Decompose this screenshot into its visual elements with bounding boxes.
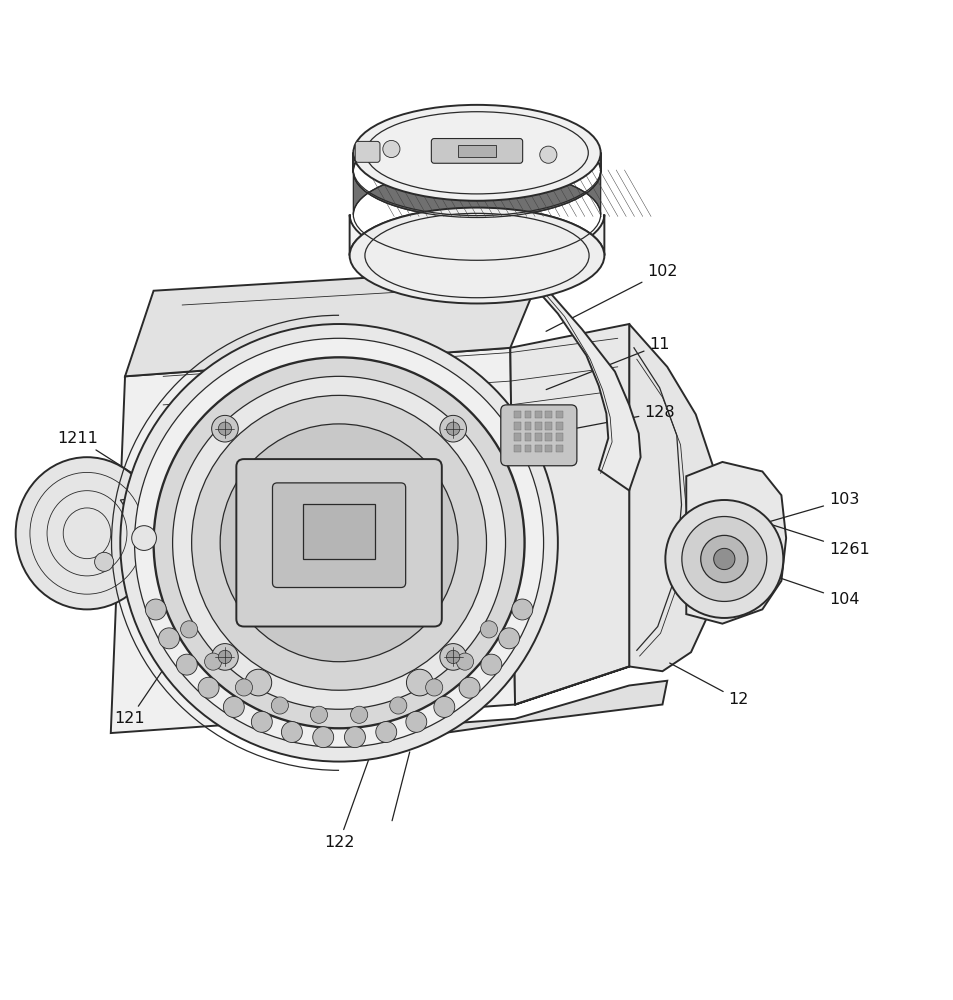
Circle shape (439, 415, 466, 442)
Circle shape (512, 599, 532, 620)
Circle shape (480, 654, 501, 675)
Ellipse shape (192, 395, 486, 690)
Circle shape (158, 628, 179, 649)
Circle shape (405, 711, 426, 732)
Text: 103: 103 (715, 492, 859, 537)
Circle shape (425, 679, 442, 696)
Circle shape (313, 727, 334, 748)
Circle shape (681, 517, 766, 601)
Circle shape (235, 679, 253, 696)
Text: 1211: 1211 (57, 431, 172, 499)
Polygon shape (111, 348, 515, 733)
Bar (545, 411, 552, 418)
Circle shape (344, 727, 365, 748)
FancyBboxPatch shape (431, 139, 522, 163)
Polygon shape (510, 324, 629, 705)
Bar (545, 433, 552, 441)
Circle shape (375, 722, 396, 742)
Circle shape (390, 697, 406, 714)
Circle shape (180, 621, 197, 638)
Text: 12: 12 (669, 663, 748, 707)
Bar (457, 145, 496, 157)
Polygon shape (529, 246, 639, 490)
FancyBboxPatch shape (500, 405, 577, 466)
Bar (535, 411, 541, 418)
Polygon shape (515, 324, 719, 705)
Bar (524, 422, 531, 430)
Text: 1261: 1261 (726, 510, 869, 557)
Ellipse shape (172, 376, 505, 709)
Circle shape (176, 654, 197, 675)
FancyBboxPatch shape (273, 483, 405, 588)
Bar (545, 422, 552, 430)
Circle shape (218, 422, 232, 435)
Ellipse shape (120, 324, 558, 762)
Ellipse shape (220, 424, 457, 662)
Ellipse shape (153, 357, 524, 728)
Circle shape (713, 548, 734, 570)
Bar (524, 445, 531, 452)
Polygon shape (376, 681, 666, 743)
Polygon shape (349, 208, 604, 263)
Text: 121: 121 (114, 609, 204, 726)
Bar (545, 445, 552, 452)
Text: 102: 102 (545, 264, 677, 331)
Circle shape (94, 552, 113, 571)
Ellipse shape (349, 208, 604, 303)
Bar (556, 422, 562, 430)
Circle shape (446, 650, 459, 664)
FancyBboxPatch shape (355, 141, 379, 162)
Circle shape (458, 677, 479, 698)
Bar (535, 422, 541, 430)
Ellipse shape (15, 457, 158, 609)
Ellipse shape (353, 105, 600, 201)
Circle shape (700, 535, 747, 583)
Bar (524, 433, 531, 441)
Circle shape (539, 146, 557, 163)
Circle shape (245, 669, 272, 696)
Circle shape (351, 706, 367, 723)
Circle shape (382, 140, 399, 158)
Bar (556, 445, 562, 452)
FancyBboxPatch shape (236, 459, 441, 627)
Circle shape (145, 599, 166, 620)
Bar (556, 411, 562, 418)
Bar (535, 445, 541, 452)
Circle shape (406, 669, 433, 696)
Bar (514, 411, 520, 418)
Circle shape (218, 650, 232, 664)
Circle shape (456, 653, 473, 670)
Circle shape (198, 677, 219, 698)
Text: 122: 122 (323, 752, 371, 850)
Bar (303, 504, 375, 559)
Bar (524, 411, 531, 418)
Circle shape (223, 696, 244, 717)
Circle shape (498, 628, 519, 649)
Circle shape (271, 697, 288, 714)
Polygon shape (125, 267, 543, 376)
Polygon shape (353, 169, 600, 217)
Circle shape (664, 500, 782, 618)
Circle shape (212, 644, 238, 670)
Circle shape (212, 415, 238, 442)
Bar (514, 445, 520, 452)
Text: 11: 11 (546, 337, 669, 390)
Circle shape (251, 711, 272, 732)
Polygon shape (685, 462, 785, 624)
Bar (514, 433, 520, 441)
Bar (535, 433, 541, 441)
Circle shape (310, 706, 327, 723)
Circle shape (439, 644, 466, 670)
Circle shape (132, 526, 156, 550)
Circle shape (446, 422, 459, 435)
Circle shape (204, 653, 221, 670)
Bar (514, 422, 520, 430)
Circle shape (480, 621, 497, 638)
Circle shape (434, 696, 455, 717)
Text: 104: 104 (726, 560, 859, 607)
Bar (556, 433, 562, 441)
Text: 128: 128 (541, 405, 674, 435)
Ellipse shape (134, 338, 543, 747)
Circle shape (281, 722, 302, 742)
